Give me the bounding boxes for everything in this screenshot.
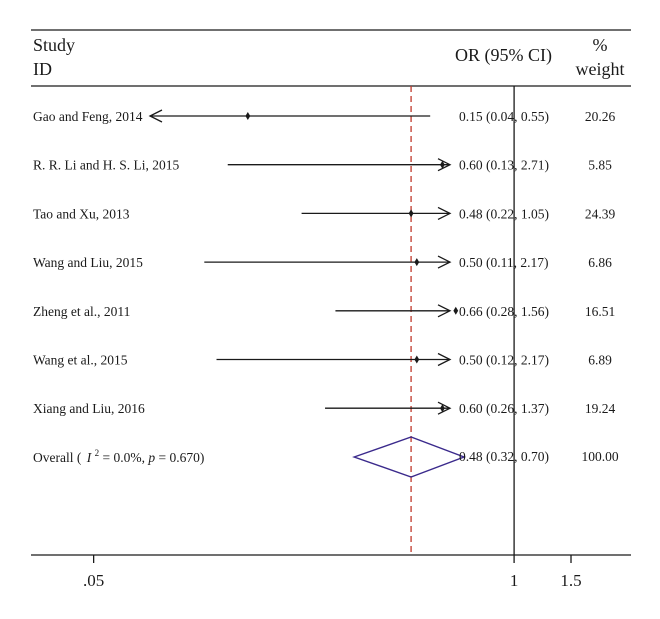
study-weight: 16.51	[585, 304, 615, 319]
x-tick-label: 1	[510, 571, 519, 590]
point-estimate	[453, 306, 459, 315]
x-tick-label: .05	[83, 571, 104, 590]
point-estimate	[414, 258, 420, 267]
overall-or-ci: 0.48 (0.32, 0.70)	[459, 449, 549, 464]
study-label: Wang and Liu, 2015	[33, 255, 143, 270]
study-label: Tao and Xu, 2013	[33, 206, 130, 221]
study-or-ci: 0.60 (0.26, 1.37)	[459, 401, 549, 416]
study-row: R. R. Li and H. S. Li, 2015 0.60 (0.13, 2…	[33, 158, 612, 173]
study-row: Gao and Feng, 2014 0.15 (0.04, 0.55) 20.26	[33, 109, 615, 124]
study-label: Gao and Feng, 2014	[33, 109, 143, 124]
point-estimate	[245, 112, 251, 120]
header-study: Study	[33, 35, 75, 55]
study-or-ci: 0.60 (0.13, 2.71)	[459, 158, 549, 173]
ci-right-arrow	[437, 304, 452, 318]
ci-right-arrow	[437, 158, 452, 172]
overall-label: Overall ( I 2 = 0.0%, p = 0.670)	[33, 444, 204, 465]
header-id: ID	[33, 59, 52, 79]
study-or-ci: 0.66 (0.28, 1.56)	[459, 304, 549, 319]
study-label: R. R. Li and H. S. Li, 2015	[33, 158, 180, 173]
study-row: Zheng et al., 2011 0.66 (0.28, 1.56) 16.51	[33, 304, 615, 319]
overall-label-prefix: Overall (	[33, 450, 82, 465]
point-estimate	[408, 209, 414, 218]
point-estimate	[440, 404, 445, 413]
study-weight: 6.86	[588, 255, 612, 270]
overall-diamond	[352, 436, 467, 478]
point-estimate	[414, 355, 420, 364]
header-weight: weight	[576, 59, 625, 79]
study-or-ci: 0.50 (0.12, 2.17)	[459, 353, 549, 368]
study-weight: 19.24	[585, 401, 616, 416]
study-or-ci: 0.48 (0.22, 1.05)	[459, 206, 549, 221]
study-row: Wang et al., 2015 0.50 (0.12, 2.17) 6.89	[33, 353, 612, 368]
study-label: Zheng et al., 2011	[33, 304, 130, 319]
study-rows: Gao and Feng, 2014 0.15 (0.04, 0.55) 20.26…	[33, 109, 615, 416]
study-label: Wang et al., 2015	[33, 353, 128, 368]
study-row: Wang and Liu, 2015 0.50 (0.11, 2.17) 6.86	[33, 255, 612, 270]
overall-i-value: = 0.0%,	[102, 450, 148, 465]
study-row: Xiang and Liu, 2016 0.60 (0.26, 1.37) 19.2…	[33, 401, 615, 416]
x-axis-ticks: .05 1 1.5	[83, 555, 582, 590]
study-label: Xiang and Liu, 2016	[33, 401, 145, 416]
header-or-ci: OR (95% CI)	[455, 45, 552, 66]
x-tick-label: 1.5	[560, 571, 581, 590]
header-percent: %	[593, 35, 608, 55]
overall-i-symbol: I	[86, 450, 93, 465]
study-weight: 5.85	[588, 158, 612, 173]
study-or-ci: 0.15 (0.04, 0.55)	[459, 109, 549, 124]
study-weight: 20.26	[585, 109, 616, 124]
overall-p-value: = 0.670)	[158, 450, 204, 465]
study-weight: 24.39	[585, 206, 616, 221]
overall-weight: 100.00	[581, 449, 618, 464]
study-row: Tao and Xu, 2013 0.48 (0.22, 1.05) 24.39	[33, 206, 615, 221]
overall-i-exponent: 2	[95, 448, 100, 458]
ci-left-arrow	[148, 109, 163, 123]
point-estimate	[440, 160, 445, 169]
study-weight: 6.89	[588, 353, 612, 368]
ci-right-arrow	[437, 206, 452, 220]
overall-p-symbol: p	[147, 450, 155, 465]
ci-right-arrow	[437, 352, 452, 367]
study-or-ci: 0.50 (0.11, 2.17)	[459, 255, 549, 270]
ci-right-arrow	[437, 401, 452, 415]
ci-right-arrow	[437, 255, 452, 269]
